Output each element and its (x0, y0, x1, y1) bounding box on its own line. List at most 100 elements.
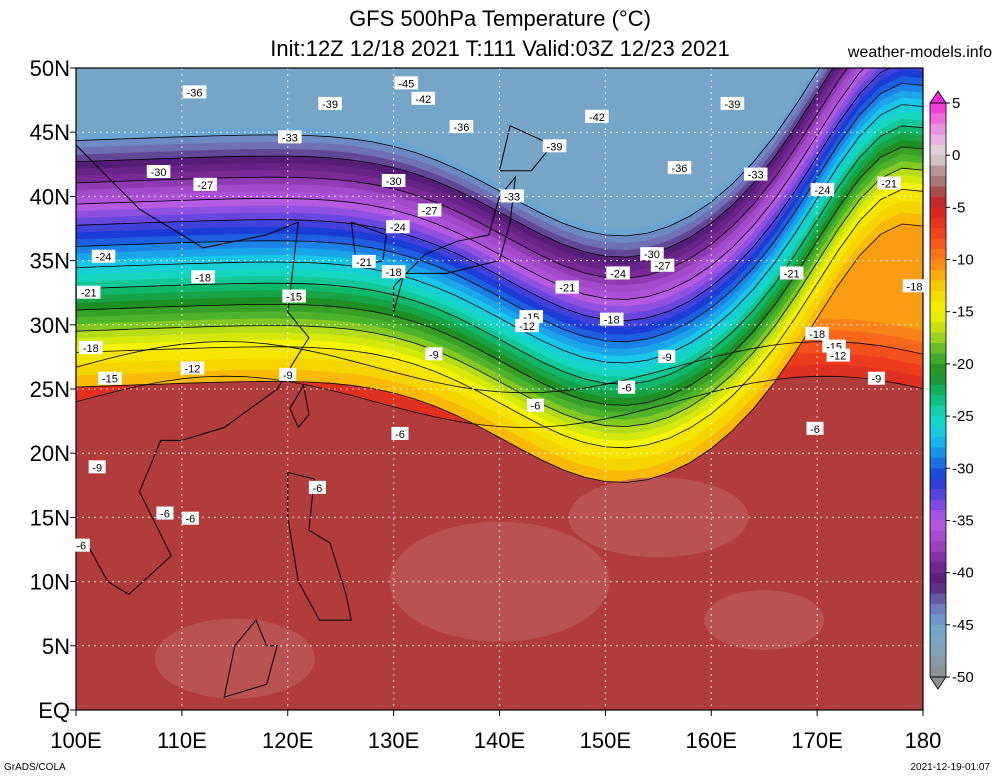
colorbar-swatch (930, 196, 946, 208)
contour-label-text: -33 (748, 170, 764, 182)
contour-label: -6 (72, 538, 90, 553)
contour-label-text: -6 (313, 483, 323, 495)
contour-label-text: -45 (398, 78, 414, 90)
colorbar-swatch (930, 520, 946, 532)
colorbar-swatch (930, 436, 946, 448)
contour-label-text: -24 (390, 222, 406, 234)
contour-label-text: -9 (283, 370, 293, 382)
colorbar-swatch (930, 635, 946, 647)
colorbar-tick-label: 0 (952, 147, 960, 164)
contour-label-text: -21 (784, 268, 800, 280)
colorbar-swatch (930, 353, 946, 365)
colorbar-tick-label: -25 (952, 408, 974, 425)
contour-label-text: -24 (814, 185, 830, 197)
lon-tick-label: 130E (368, 728, 419, 753)
colorbar-swatch (930, 343, 946, 355)
colorbar-swatch (930, 510, 946, 522)
colorbar-swatch (930, 468, 946, 480)
contour-label-text: -36 (453, 122, 469, 134)
colorbar-swatch (930, 572, 946, 584)
contour-label-text: -27 (655, 261, 671, 273)
contour-label: -18 (191, 270, 215, 284)
contour-label: -6 (308, 480, 326, 495)
colorbar-swatch (930, 155, 946, 167)
lon-tick-label: 150E (580, 728, 631, 753)
contour-label: -27 (417, 203, 442, 218)
lat-tick-label: 35N (30, 249, 70, 274)
lat-tick-label: 50N (30, 56, 70, 81)
contour-label: -9 (658, 349, 676, 364)
contour-label-text: -6 (395, 429, 405, 441)
lat-tick-label: 15N (30, 505, 70, 530)
contour-label: -12 (180, 361, 205, 375)
contour-label-text: -9 (662, 352, 672, 364)
contour-label-text: -18 (386, 267, 402, 279)
colorbar-swatch (930, 259, 946, 271)
contour-label: -6 (618, 380, 636, 395)
contour-label-text: -18 (83, 343, 99, 355)
contour-label: -12 (515, 319, 539, 333)
contour-label: -21 (555, 280, 580, 295)
colorbar-swatch (930, 186, 946, 198)
contour-label-text: -27 (422, 206, 438, 218)
contour-label: -21 (877, 176, 901, 191)
contour-label: -39 (542, 139, 567, 153)
lon-tick-label: 110E (157, 728, 207, 753)
colorbar-tick-label: -5 (952, 199, 965, 216)
lat-tick-label: 30N (30, 313, 70, 338)
colorbar-swatch (930, 426, 946, 438)
contour-label: -39 (318, 96, 342, 111)
contour-label-text: -18 (195, 272, 211, 284)
contour-label: -39 (720, 96, 745, 111)
colorbar: 5 0 -5 -10 -15 -20 -25 -30 -35 -40 -45 -50 (929, 90, 974, 690)
software-credit: GrADS/COLA (4, 762, 66, 773)
contour-label: -42 (585, 109, 609, 124)
colorbar-swatch (930, 562, 946, 574)
contour-label-text: -21 (356, 257, 372, 269)
colorbar-swatch (930, 207, 946, 219)
colorbar-swatch (930, 134, 946, 146)
contour-label: -15 (98, 371, 122, 386)
contour-label: -6 (156, 506, 174, 521)
contour-label: -9 (279, 367, 297, 382)
lon-tick-label: 120E (262, 728, 313, 753)
contour-label-text: -18 (907, 281, 923, 293)
colorbar-swatch (930, 530, 946, 542)
contour-label-text: -15 (102, 374, 118, 386)
contour-label-text: -12 (830, 351, 846, 363)
contour-label: -33 (278, 130, 302, 144)
colorbar-tick-label: -35 (952, 512, 974, 529)
contour-label: -18 (79, 340, 103, 355)
contour-label: -18 (902, 279, 927, 293)
colorbar-tick-label: -15 (952, 304, 974, 321)
colorbar-swatch (930, 666, 946, 678)
colorbar-swatch (930, 176, 946, 188)
contour-label: -21 (352, 254, 376, 269)
colorbar-tick-label: -10 (952, 252, 974, 269)
contour-label: -27 (193, 177, 217, 192)
contour-label-text: -24 (96, 252, 112, 264)
colorbar-swatch (930, 217, 946, 229)
contour-label: -21 (76, 285, 101, 300)
colorbar-swatch (930, 113, 946, 125)
contour-label: -9 (867, 371, 885, 386)
colorbar-swatch (930, 144, 946, 156)
contour-label-text: -30 (644, 249, 660, 261)
contour-label: -36 (182, 85, 207, 99)
colorbar-swatch (930, 290, 946, 302)
lat-tick-label: 20N (30, 441, 70, 466)
contour-label: -30 (146, 165, 171, 179)
colorbar-swatch (930, 363, 946, 375)
colorbar-swatch (930, 551, 946, 563)
contour-label: -27 (650, 258, 675, 273)
contour-label: -30 (381, 173, 406, 188)
contour-label-text: -9 (92, 462, 102, 474)
contour-label-text: -21 (559, 283, 575, 295)
contour-label-text: -27 (197, 180, 213, 192)
contour-label: -24 (386, 220, 410, 234)
map-axes: 100E 110E 120E 130E 140E 150E 160E 170E 180 EQ 5N 1… (30, 56, 942, 753)
contour-label: -12 (826, 348, 851, 363)
contour-label: -21 (779, 266, 804, 280)
colorbar-tick-label: -40 (952, 565, 974, 582)
